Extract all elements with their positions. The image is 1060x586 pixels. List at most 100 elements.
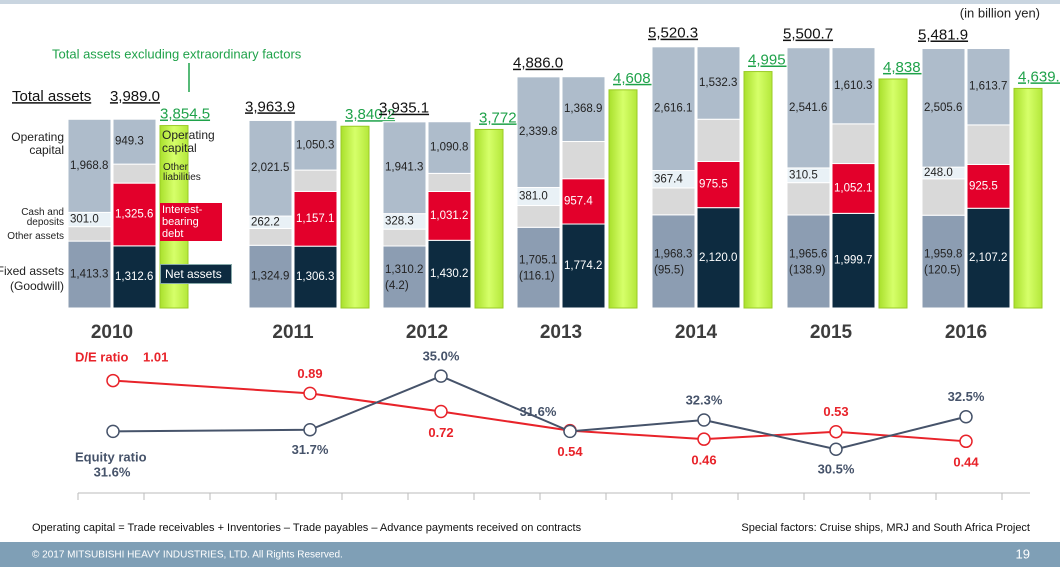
total-label: 5,520.3 [648, 25, 698, 42]
point-marker [697, 432, 711, 446]
copyright: © 2017 MITSUBISHI HEAVY INDUSTRIES, LTD.… [32, 550, 343, 561]
point-label: 0.44 [953, 455, 979, 470]
point-label: 0.46 [691, 453, 716, 468]
bar-segment [516, 205, 561, 228]
row-label: Operating capital [11, 130, 64, 157]
bar-segment [651, 214, 696, 309]
point-marker [106, 424, 120, 439]
total-outline [651, 46, 696, 309]
adjusted-bar [340, 125, 370, 309]
adjusted-label: 4,995.3 [748, 52, 798, 69]
point-label: 32.5% [948, 389, 985, 404]
bar-segment [651, 46, 696, 172]
row-label: Fixed assets [0, 264, 64, 278]
segment-label: 1,157.1 [296, 213, 334, 225]
bar-segment [427, 239, 472, 309]
bar-segment [561, 178, 606, 225]
segment-label: 310.5 [789, 169, 818, 181]
bar-segment [696, 160, 741, 209]
segment-label: 1,959.8 [924, 249, 962, 261]
adjusted-bar [743, 71, 773, 309]
segment-label: 1,999.7 [834, 255, 872, 267]
bar-segment [966, 124, 1011, 165]
bar-segment [786, 214, 831, 309]
legend-label: Interest-bearing debt [160, 203, 222, 241]
bar-segment [696, 207, 741, 309]
year-label: 2015 [810, 322, 853, 343]
segment-label: 1,968.3 [654, 248, 692, 260]
bar-segment [696, 118, 741, 162]
segment-label: 1,705.1 [519, 255, 557, 267]
segment-label: 1,430.2 [430, 268, 468, 280]
bar-segment [966, 207, 1011, 309]
segment-label: 1,532.3 [699, 77, 737, 89]
segment-label: 1,031.2 [430, 210, 468, 222]
segment-label: 1,306.3 [296, 271, 334, 283]
segment-label: 1,050.3 [296, 139, 334, 151]
page-number: 19 [1016, 546, 1030, 561]
point-marker [959, 434, 973, 449]
bar-segment [561, 141, 606, 180]
total-outline [921, 48, 966, 309]
segment-label: 262.2 [251, 216, 280, 228]
segment-label: 1,965.6 [789, 249, 827, 261]
total-outline [67, 118, 112, 309]
bar-segment [516, 226, 561, 309]
bar-segment [966, 163, 1011, 209]
point-marker [829, 424, 843, 439]
segment-label: 975.5 [699, 179, 728, 191]
year-label: 2012 [406, 322, 448, 343]
point-marker [434, 404, 448, 419]
point-label: 32.3% [686, 392, 723, 407]
segment-label: 1,968.8 [70, 160, 108, 172]
segment-label: 1,941.3 [385, 162, 423, 174]
bar-segment [921, 178, 966, 216]
top-band [0, 0, 1060, 4]
bar-segment [293, 190, 338, 247]
point-marker [303, 423, 317, 437]
bar-segment [831, 212, 876, 309]
goodwill-label: (116.1) [519, 271, 555, 283]
segment-label: 2,107.2 [969, 252, 1007, 264]
point-marker [106, 373, 120, 388]
bar-segment [561, 223, 606, 309]
segment-label: 1,310.2 [385, 264, 423, 276]
point-marker [829, 442, 843, 456]
adjusted-bar [878, 78, 908, 309]
bar-segment [382, 228, 427, 247]
point-label: 31.6% [520, 404, 557, 419]
segment-label: 957.4 [564, 195, 593, 207]
adjusted-label: 4,608.9 [613, 70, 663, 87]
segment-label: 1,613.7 [969, 81, 1007, 93]
total-outline [382, 121, 427, 309]
adjusted-bar [474, 128, 504, 309]
bar-segment [427, 121, 472, 174]
point-label: 0.89 [297, 366, 322, 381]
bar-segment [293, 119, 338, 171]
total-outline [786, 47, 831, 309]
segment-label: 1,413.3 [70, 269, 108, 281]
year-label: 2016 [945, 322, 987, 343]
bar-segment [382, 245, 427, 309]
year-label: 2011 [272, 322, 314, 343]
bar-segment [112, 118, 157, 165]
bar-segment [696, 46, 741, 120]
segment-label: 2,541.6 [789, 102, 827, 114]
total-label: 5,500.7 [783, 26, 833, 43]
adjusted-label: 3,840.2 [345, 106, 395, 123]
segment-label: 328.3 [385, 215, 414, 227]
bar-segment [786, 47, 831, 169]
segment-label: 367.4 [654, 173, 683, 185]
bar-segment [112, 163, 157, 184]
segment-label: 381.0 [519, 191, 548, 203]
annotation: Total assets excluding extraordinary fac… [52, 46, 302, 61]
bar-segment [248, 227, 293, 246]
point-label: 30.5% [818, 462, 855, 477]
total-label: 5,481.9 [918, 26, 968, 43]
bar-segment [427, 172, 472, 192]
series-name: Equity ratio [75, 449, 147, 464]
point-label: 0.72 [428, 425, 453, 440]
point-marker [697, 413, 711, 427]
segment-label: 1,325.6 [115, 209, 153, 221]
